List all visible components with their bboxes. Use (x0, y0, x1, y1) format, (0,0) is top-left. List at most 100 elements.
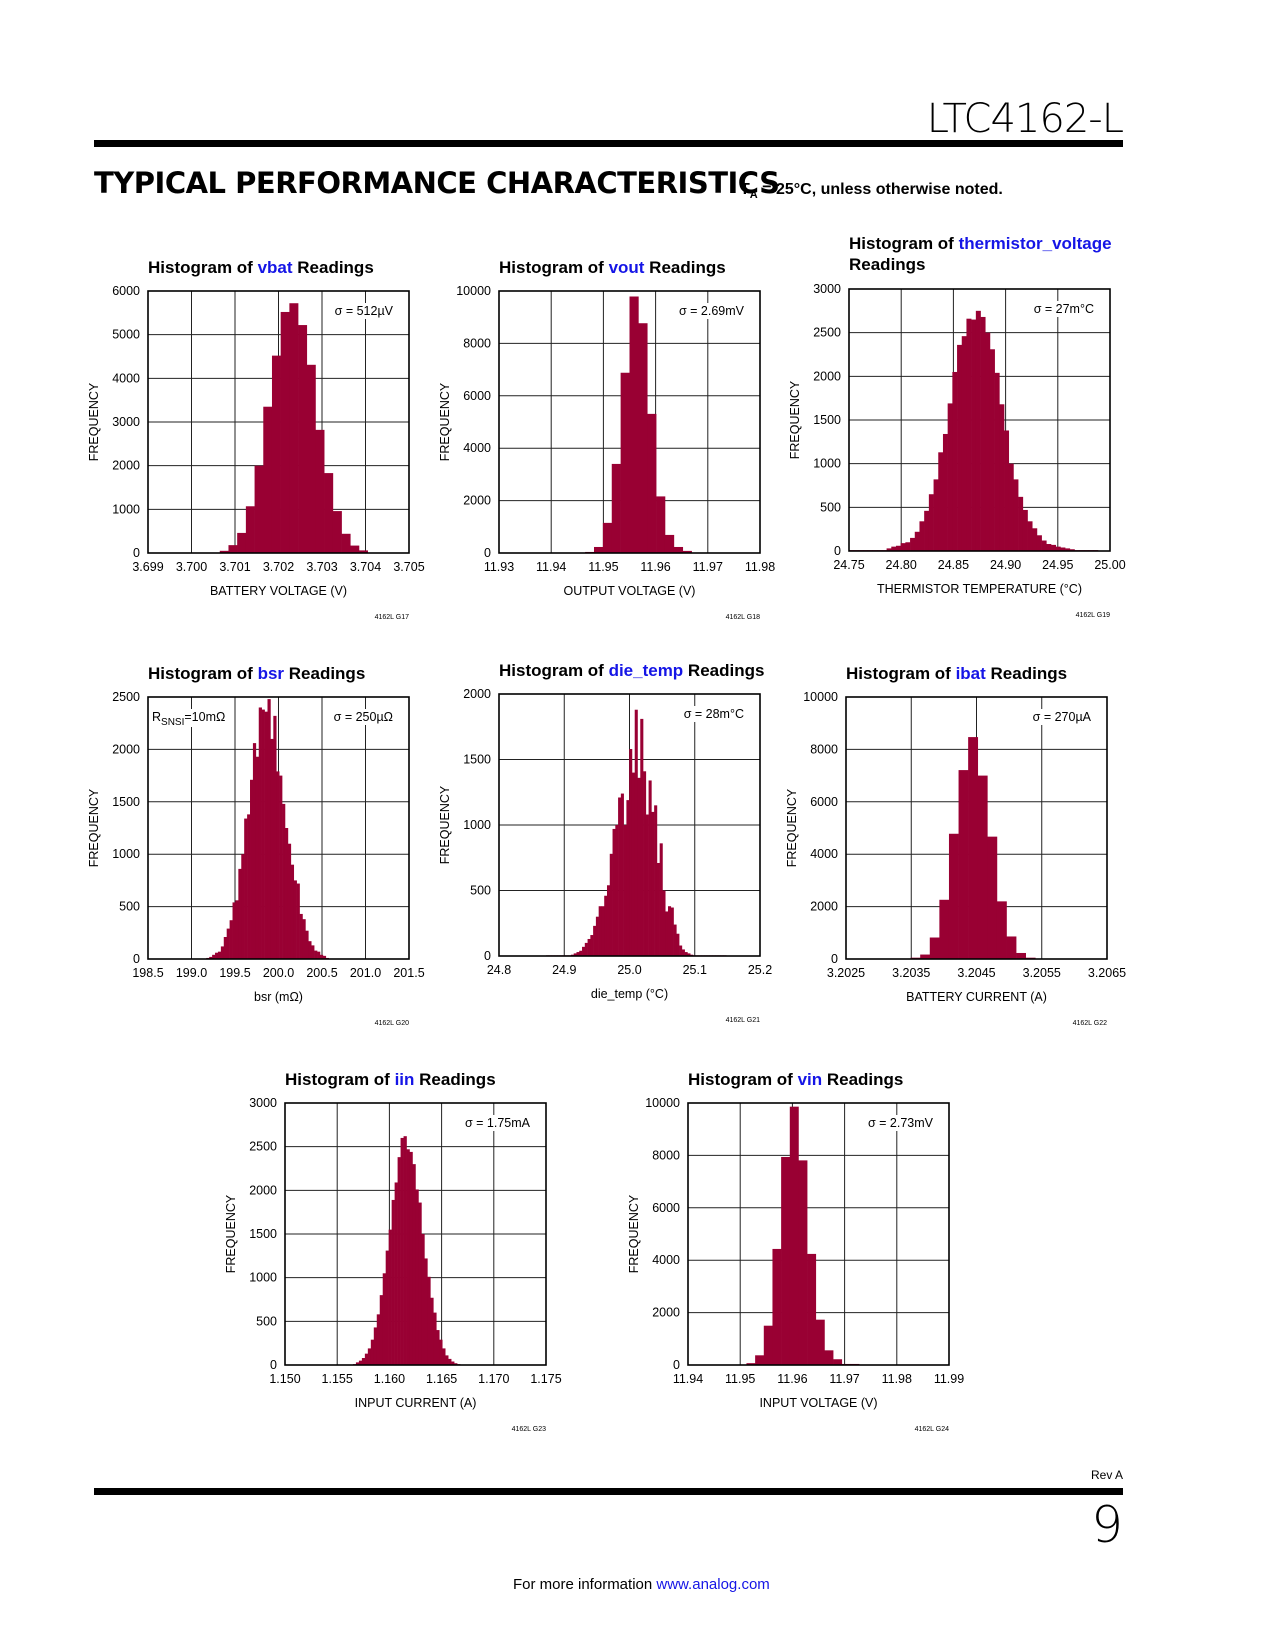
histogram-bar (886, 548, 892, 551)
annotation-background (871, 1115, 935, 1131)
chart-svg: 11.94 11.95 11.96 11.97 11.98 11.99 0 2000 4000 6… (627, 1096, 964, 1433)
chart-title-prefix: Histogram of (285, 1070, 395, 1089)
x-tick-label: 200.5 (306, 966, 337, 980)
histogram-bar (609, 853, 613, 956)
x-tick-label: 11.99 (934, 1372, 964, 1386)
chart-title-suffix: Readings (985, 664, 1068, 683)
x-tick-label: 1.175 (530, 1372, 561, 1386)
histogram-bar (311, 945, 315, 959)
histogram-bar (299, 913, 303, 959)
histogram-bar (324, 473, 334, 553)
histogram-bar (891, 546, 897, 551)
y-tick-label: 8000 (810, 742, 838, 756)
chart-title: Histogram of vout Readings (499, 257, 726, 278)
histogram-bar (217, 951, 222, 959)
histogram-chart-die-temp: Histogram of die_temp Readings 24.8 24.9 25… (429, 644, 789, 1024)
histogram-bar (684, 952, 688, 956)
histogram-bar (364, 1353, 369, 1365)
histogram-bar (601, 906, 605, 956)
y-tick-label: 0 (484, 949, 491, 963)
section-note: TA = 25°C, unless otherwise noted. (740, 181, 1003, 201)
plot-frame (147, 696, 410, 960)
histogram-bar (1055, 546, 1061, 551)
annotation-background (331, 303, 395, 319)
x-axis-label: THERMISTOR TEMPERATURE (°C) (877, 582, 1082, 596)
y-tick-label: 1500 (813, 413, 841, 427)
y-tick-label: 6000 (112, 284, 140, 298)
histogram-bar (996, 901, 1007, 959)
histogram-bar (640, 718, 644, 956)
annotation-background (682, 303, 746, 319)
y-tick-label: 2500 (249, 1140, 277, 1154)
histogram-bar (267, 699, 271, 959)
chart-title-variable: ibat (955, 664, 986, 683)
x-tick-label: 24.75 (833, 558, 864, 572)
chart-title-variable: bsr (257, 664, 285, 683)
histogram-bar (306, 364, 316, 553)
histogram-bar (382, 1273, 386, 1365)
histogram-bar (676, 933, 680, 956)
sigma-annotation: σ = 27m°C (1034, 302, 1094, 316)
y-tick-label: 2000 (810, 900, 838, 914)
chart-title: Histogram of thermistor_voltage Readings (849, 233, 1112, 275)
histogram-bar (394, 1182, 398, 1365)
histogram-bar (276, 771, 280, 959)
histogram-bar (296, 883, 300, 959)
histogram-bar (781, 1156, 791, 1365)
histogram-bar (287, 843, 292, 959)
chart-title-prefix: Histogram of (846, 664, 956, 683)
x-axis-label: BATTERY VOLTAGE (V) (210, 584, 347, 598)
y-tick-label: 1500 (463, 753, 491, 767)
y-tick-label: 2000 (652, 1306, 680, 1320)
y-tick-label: 1000 (249, 1271, 277, 1285)
x-tick-label: 11.94 (536, 560, 566, 574)
x-axis-label: bsr (mΩ) (254, 990, 303, 1004)
histogram-bar (322, 955, 327, 959)
histogram-bar (232, 902, 236, 959)
y-tick-label: 1500 (249, 1227, 277, 1241)
note-subscript: A (749, 189, 758, 202)
histogram-bar (772, 1248, 782, 1365)
y-tick-label: 3000 (813, 282, 841, 296)
histogram-bar (620, 793, 624, 956)
histogram-bar (445, 1355, 449, 1365)
histogram-bar (252, 743, 257, 959)
histogram-bar (1041, 540, 1047, 551)
chart-title-prefix: Histogram of (148, 258, 258, 277)
x-tick-label: 11.98 (745, 560, 775, 574)
histogram-chart-vin: Histogram of vin Readings 11.94 11.95 11.96… (618, 1053, 978, 1433)
plot-frame (848, 288, 1111, 552)
x-tick-label: 3.2025 (827, 966, 865, 980)
histogram-bar (604, 895, 608, 956)
chart-title-suffix: Readings (849, 255, 926, 274)
histogram-bar (421, 1234, 425, 1365)
histogram-bar (643, 771, 647, 956)
histogram-bar (254, 465, 264, 553)
histogram-bar (595, 916, 599, 956)
y-axis-label: FREQUENCY (87, 788, 101, 867)
histogram-bar (279, 775, 283, 959)
histogram-bar (980, 316, 986, 551)
x-tick-label: 25.2 (748, 963, 772, 977)
histogram-bar (376, 1314, 381, 1365)
histogram-bar (638, 323, 648, 553)
sigma-annotation: σ = 270µA (1033, 710, 1092, 724)
histogram-bar (924, 510, 930, 551)
footer-link[interactable]: www.analog.com (656, 1576, 770, 1593)
y-tick-label: 6000 (652, 1201, 680, 1215)
chart-title: Histogram of bsr Readings (148, 663, 365, 684)
chart-title-variable: vin (797, 1070, 823, 1089)
histogram-bar (1060, 547, 1066, 551)
histogram-bar (302, 919, 306, 959)
histogram-bar (681, 949, 685, 956)
histogram-bar (824, 1350, 834, 1365)
chart-title-suffix: Readings (644, 258, 726, 277)
histogram-bar (623, 825, 627, 956)
x-tick-label: 3.700 (176, 560, 207, 574)
y-tick-label: 1000 (463, 818, 491, 832)
histogram-bar (914, 531, 920, 551)
x-tick-label: 11.93 (484, 560, 514, 574)
x-axis-label: INPUT VOLTAGE (V) (759, 1396, 877, 1410)
y-tick-label: 500 (256, 1314, 277, 1328)
histogram-bar (755, 1355, 765, 1365)
